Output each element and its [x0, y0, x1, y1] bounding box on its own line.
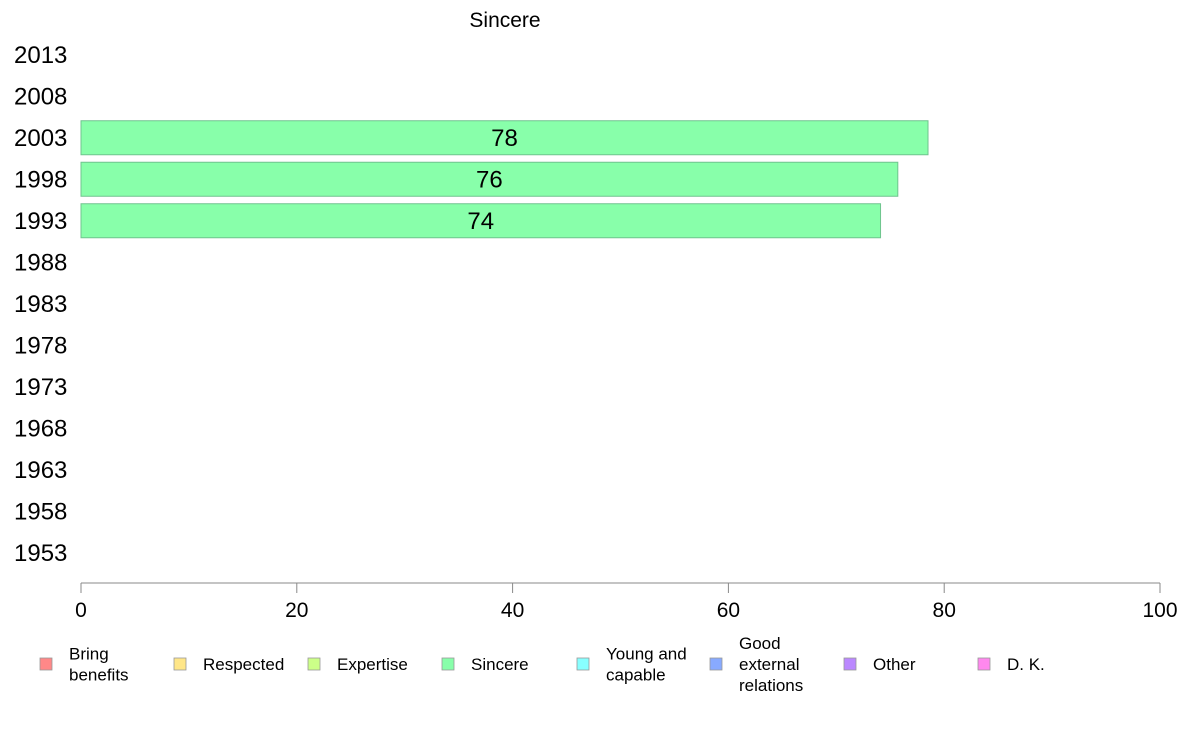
y-tick-label: 1973 [14, 374, 67, 401]
x-tick-label: 60 [717, 599, 740, 622]
x-tick-label: 40 [501, 599, 524, 622]
legend-swatch [441, 657, 455, 671]
y-tick-label: 1978 [14, 332, 67, 359]
legend-label: Bring benefits [69, 645, 129, 685]
legend-swatch [843, 657, 857, 671]
legend-label: Other [873, 655, 916, 674]
legend: Bring benefits Respected Expertise Sincere Yo… [39, 634, 1045, 695]
y-tick-label: 1968 [14, 415, 67, 442]
x-axis: 0 20 40 60 80 100 [75, 582, 1178, 622]
bar-value-label: 78 [491, 125, 518, 152]
bar [80, 161, 899, 197]
y-tick-label: 1953 [14, 540, 67, 567]
legend-label: D. K. [1007, 655, 1045, 674]
legend-swatch [709, 657, 723, 671]
legend-swatch [173, 657, 187, 671]
legend-label: Sincere [471, 655, 529, 674]
y-tick-label: 1983 [14, 291, 67, 318]
y-tick-label: 1998 [14, 166, 67, 193]
y-axis-labels: 2013 2008 2003 1998 1993 1988 1983 1978 1973 1968… [14, 42, 67, 567]
legend-swatch [977, 657, 991, 671]
y-tick-label: 1993 [14, 208, 67, 235]
legend-label: Good external relations [739, 634, 803, 695]
bar-value-label: 76 [476, 166, 503, 193]
bars: 78 76 74 [80, 120, 929, 239]
x-tick-label: 20 [285, 599, 308, 622]
y-tick-label: 1958 [14, 498, 67, 525]
x-tick-label: 0 [75, 599, 87, 622]
y-tick-label: 1988 [14, 249, 67, 276]
legend-label: Young and capable [606, 645, 687, 685]
bar-value-label: 74 [467, 208, 494, 235]
bar [80, 120, 929, 156]
x-tick-label: 80 [933, 599, 956, 622]
x-tick-label: 100 [1142, 599, 1177, 622]
legend-swatch [307, 657, 321, 671]
y-tick-label: 1963 [14, 457, 67, 484]
legend-label: Respected [203, 655, 284, 674]
legend-swatch [576, 657, 590, 671]
bar [80, 203, 882, 239]
y-tick-label: 2008 [14, 83, 67, 110]
legend-swatch [39, 657, 53, 671]
legend-label: Expertise [337, 655, 408, 674]
y-tick-label: 2003 [14, 125, 67, 152]
y-tick-label: 2013 [14, 42, 67, 69]
chart-title: Sincere [469, 9, 540, 32]
